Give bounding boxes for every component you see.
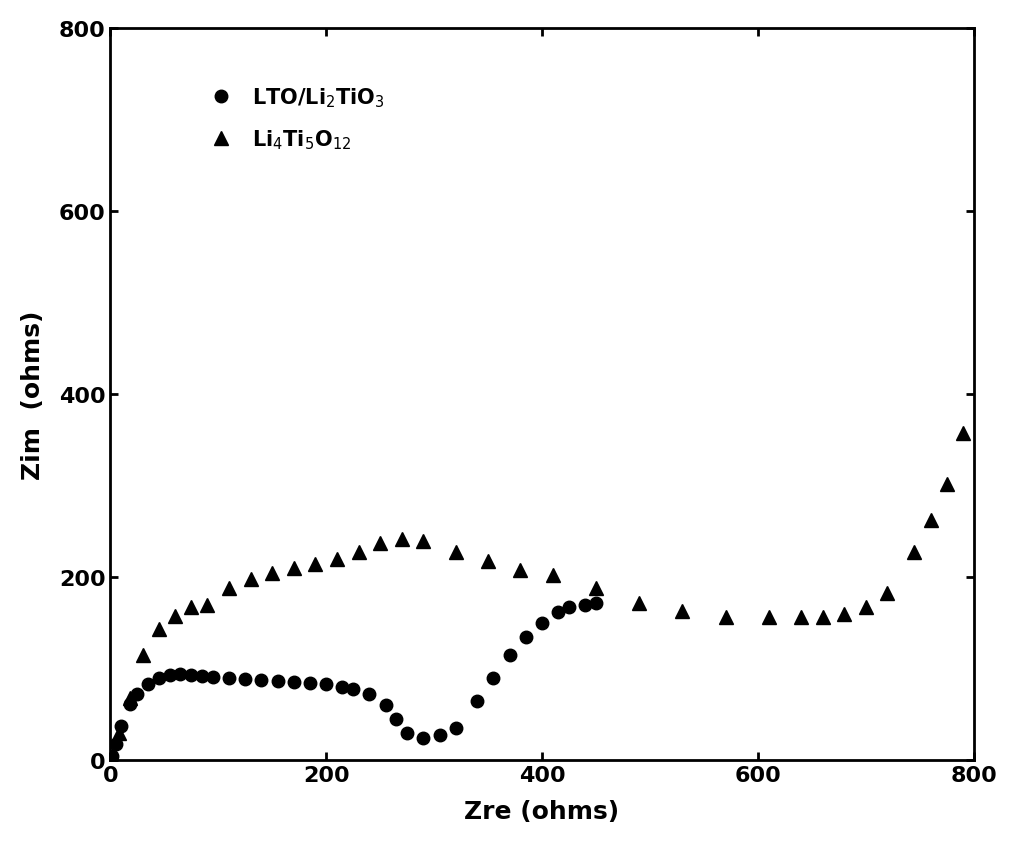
LTO/Li$_2$TiO$_3$ <box>164 670 176 680</box>
Li$_4$Ti$_5$O$_{12}$ <box>113 728 125 738</box>
Li$_4$Ti$_5$O$_{12}$ <box>882 588 894 598</box>
LTO/Li$_2$TiO$_3$ <box>417 733 430 743</box>
Li$_4$Ti$_5$O$_{12}$ <box>244 575 257 585</box>
Li$_4$Ti$_5$O$_{12}$ <box>482 556 494 566</box>
Li$_4$Ti$_5$O$_{12}$ <box>352 547 364 557</box>
LTO/Li$_2$TiO$_3$ <box>347 684 359 695</box>
LTO/Li$_2$TiO$_3$ <box>589 598 602 609</box>
Li$_4$Ti$_5$O$_{12}$ <box>185 602 197 612</box>
Li$_4$Ti$_5$O$_{12}$ <box>153 625 165 635</box>
Y-axis label: Zim  (ohms): Zim (ohms) <box>20 310 45 479</box>
X-axis label: Zre (ohms): Zre (ohms) <box>464 799 620 823</box>
Li$_4$Ti$_5$O$_{12}$ <box>514 565 526 576</box>
Li$_4$Ti$_5$O$_{12}$ <box>266 568 278 578</box>
LTO/Li$_2$TiO$_3$ <box>304 678 317 688</box>
LTO/Li$_2$TiO$_3$ <box>207 672 219 682</box>
LTO/Li$_2$TiO$_3$ <box>320 679 332 690</box>
Li$_4$Ti$_5$O$_{12}$ <box>633 598 645 609</box>
LTO/Li$_2$TiO$_3$ <box>288 677 300 687</box>
Line: Li$_4$Ti$_5$O$_{12}$: Li$_4$Ti$_5$O$_{12}$ <box>106 426 970 763</box>
LTO/Li$_2$TiO$_3$ <box>380 701 392 711</box>
LTO/Li$_2$TiO$_3$ <box>579 600 591 610</box>
LTO/Li$_2$TiO$_3$ <box>223 674 235 684</box>
Legend: LTO/Li$_2$TiO$_3$, Li$_4$Ti$_5$O$_{12}$: LTO/Li$_2$TiO$_3$, Li$_4$Ti$_5$O$_{12}$ <box>189 76 396 162</box>
Li$_4$Ti$_5$O$_{12}$ <box>123 693 135 703</box>
Li$_4$Ti$_5$O$_{12}$ <box>720 612 732 622</box>
LTO/Li$_2$TiO$_3$ <box>239 674 251 684</box>
Li$_4$Ti$_5$O$_{12}$ <box>202 600 214 610</box>
Li$_4$Ti$_5$O$_{12}$ <box>908 547 920 557</box>
Li$_4$Ti$_5$O$_{12}$ <box>816 612 829 622</box>
Li$_4$Ti$_5$O$_{12}$ <box>547 571 559 581</box>
Li$_4$Ti$_5$O$_{12}$ <box>396 534 408 544</box>
LTO/Li$_2$TiO$_3$ <box>504 650 516 660</box>
LTO/Li$_2$TiO$_3$ <box>363 690 376 700</box>
LTO/Li$_2$TiO$_3$ <box>142 679 154 690</box>
LTO/Li$_2$TiO$_3$ <box>256 675 268 685</box>
LTO/Li$_2$TiO$_3$ <box>336 682 348 692</box>
Li$_4$Ti$_5$O$_{12}$ <box>169 611 181 621</box>
LTO/Li$_2$TiO$_3$ <box>272 676 284 686</box>
Li$_4$Ti$_5$O$_{12}$ <box>374 538 386 549</box>
Li$_4$Ti$_5$O$_{12}$ <box>107 751 119 761</box>
LTO/Li$_2$TiO$_3$ <box>131 689 144 699</box>
LTO/Li$_2$TiO$_3$ <box>196 671 209 681</box>
Li$_4$Ti$_5$O$_{12}$ <box>589 583 602 593</box>
LTO/Li$_2$TiO$_3$ <box>153 674 165 684</box>
LTO/Li$_2$TiO$_3$ <box>390 714 402 724</box>
Li$_4$Ti$_5$O$_{12}$ <box>309 559 322 569</box>
LTO/Li$_2$TiO$_3$ <box>563 602 575 612</box>
Li$_4$Ti$_5$O$_{12}$ <box>941 479 953 490</box>
LTO/Li$_2$TiO$_3$ <box>123 699 135 709</box>
Li$_4$Ti$_5$O$_{12}$ <box>795 612 807 622</box>
LTO/Li$_2$TiO$_3$ <box>185 670 197 680</box>
LTO/Li$_2$TiO$_3$ <box>174 669 186 679</box>
Li$_4$Ti$_5$O$_{12}$ <box>860 602 872 612</box>
LTO/Li$_2$TiO$_3$ <box>450 723 462 733</box>
Li$_4$Ti$_5$O$_{12}$ <box>762 612 775 622</box>
LTO/Li$_2$TiO$_3$ <box>471 696 484 706</box>
Li$_4$Ti$_5$O$_{12}$ <box>417 536 430 546</box>
Li$_4$Ti$_5$O$_{12}$ <box>450 547 462 557</box>
Li$_4$Ti$_5$O$_{12}$ <box>838 609 850 619</box>
Li$_4$Ti$_5$O$_{12}$ <box>924 516 937 526</box>
Li$_4$Ti$_5$O$_{12}$ <box>957 428 969 438</box>
LTO/Li$_2$TiO$_3$ <box>535 619 548 629</box>
LTO/Li$_2$TiO$_3$ <box>115 721 127 731</box>
Line: LTO/Li$_2$TiO$_3$: LTO/Li$_2$TiO$_3$ <box>106 597 603 762</box>
Li$_4$Ti$_5$O$_{12}$ <box>223 583 235 593</box>
LTO/Li$_2$TiO$_3$ <box>552 608 564 618</box>
Li$_4$Ti$_5$O$_{12}$ <box>288 564 300 574</box>
Li$_4$Ti$_5$O$_{12}$ <box>136 650 149 660</box>
LTO/Li$_2$TiO$_3$ <box>488 674 500 684</box>
LTO/Li$_2$TiO$_3$ <box>434 730 446 740</box>
LTO/Li$_2$TiO$_3$ <box>520 632 532 642</box>
LTO/Li$_2$TiO$_3$ <box>401 728 413 738</box>
Li$_4$Ti$_5$O$_{12}$ <box>676 606 688 616</box>
Li$_4$Ti$_5$O$_{12}$ <box>331 555 343 565</box>
LTO/Li$_2$TiO$_3$ <box>110 739 122 749</box>
LTO/Li$_2$TiO$_3$ <box>107 751 119 761</box>
